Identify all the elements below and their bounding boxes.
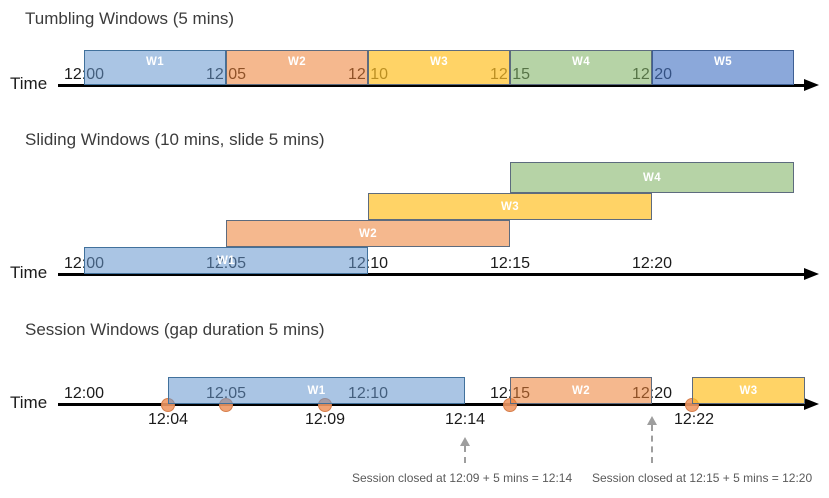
- session-window-w2-box: W2: [510, 377, 652, 404]
- session-close-arrow-2: [651, 425, 653, 463]
- sliding-window-w4-box: W4: [510, 162, 794, 193]
- tumbling-window-w1-box: W1: [84, 50, 226, 85]
- tumbling-window-label: W3: [429, 56, 449, 68]
- session-close-arrowhead-icon: [460, 437, 470, 446]
- tumbling-window-w4-box: W4: [510, 50, 652, 85]
- event-time-label: 12:09: [304, 411, 346, 428]
- tumbling-timeline-arrowhead-icon: [804, 79, 819, 91]
- tumbling-window-label: W4: [571, 56, 591, 68]
- tumbling-timeline: [58, 84, 806, 87]
- session-window-label: W3: [739, 384, 758, 397]
- sliding-window-w1-box: W1: [84, 247, 368, 274]
- session-close-annotation-1: Session closed at 12:09 + 5 mins = 12:14: [352, 471, 573, 485]
- tumbling-time-axis-label: Time: [10, 74, 48, 93]
- session-window-label: W1: [307, 384, 326, 397]
- sliding-timeline-arrowhead-icon: [804, 268, 819, 280]
- sliding-time-axis-label: Time: [10, 263, 48, 282]
- sliding-window-label: W2: [358, 227, 378, 240]
- sliding-window-label: W1: [216, 254, 236, 267]
- session-section-title: Session Windows (gap duration 5 mins): [25, 320, 325, 339]
- session-timeline: [58, 403, 806, 406]
- tumbling-section-title: Tumbling Windows (5 mins): [25, 9, 235, 28]
- sliding-window-label: W3: [500, 200, 520, 213]
- session-time-axis-label: Time: [10, 393, 48, 412]
- sliding-section-title: Sliding Windows (10 mins, slide 5 mins): [25, 130, 325, 149]
- tumbling-window-w5-box: W5: [652, 50, 794, 85]
- event-time-label: 12:04: [147, 411, 189, 428]
- session-window-w3-box: W3: [692, 377, 805, 404]
- session-window-w1-box: W1: [168, 377, 465, 404]
- sliding-timeline: [58, 273, 806, 276]
- sliding-window-w2-box: W2: [226, 220, 510, 247]
- event-time-label: 12:14: [444, 411, 486, 428]
- sliding-tick-label: 12:20: [631, 255, 673, 272]
- tumbling-window-label: W1: [145, 56, 165, 68]
- tumbling-window-label: W5: [713, 56, 733, 68]
- session-window-label: W2: [571, 384, 591, 397]
- sliding-window-w3-box: W3: [368, 193, 652, 220]
- session-tick-label: 12:00: [63, 385, 105, 402]
- tumbling-window-w3-box: W3: [368, 50, 510, 85]
- session-close-arrow-1: [464, 446, 466, 463]
- tumbling-window-w2-box: W2: [226, 50, 368, 85]
- tumbling-window-label: W2: [287, 56, 307, 68]
- sliding-tick-label: 12:15: [489, 255, 531, 272]
- event-time-label: 12:22: [673, 411, 715, 428]
- session-close-arrowhead-icon: [647, 416, 657, 425]
- sliding-window-label: W4: [642, 171, 662, 184]
- session-close-annotation-2: Session closed at 12:15 + 5 mins = 12:20: [592, 471, 813, 485]
- session-timeline-arrowhead-icon: [804, 398, 819, 410]
